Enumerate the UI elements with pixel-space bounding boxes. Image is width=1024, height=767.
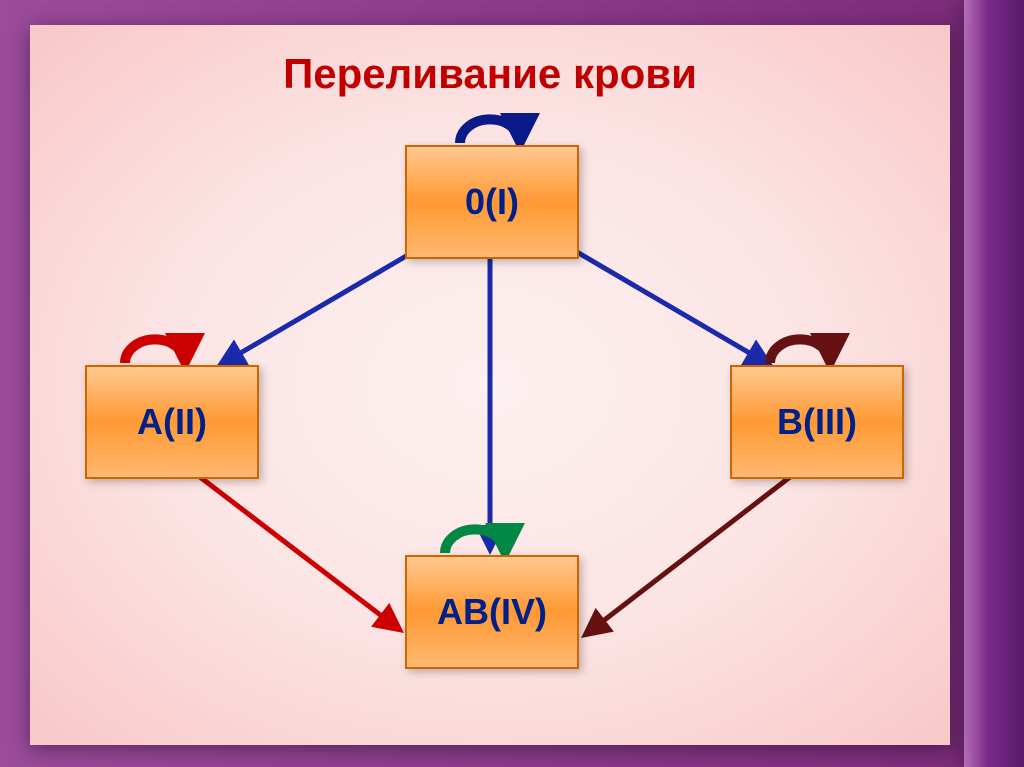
node-AB: AB(IV) <box>405 555 579 669</box>
edge-A-AB <box>200 477 400 630</box>
node-label: A(II) <box>137 401 207 443</box>
loop-O <box>460 119 520 143</box>
node-O: 0(I) <box>405 145 579 259</box>
edge-O-A <box>220 245 425 365</box>
node-label: AB(IV) <box>437 591 547 633</box>
diagram-title: Переливание крови <box>30 50 950 98</box>
node-A: A(II) <box>85 365 259 479</box>
node-label: 0(I) <box>465 181 519 223</box>
loop-AB <box>445 529 505 553</box>
edge-O-B <box>565 245 770 365</box>
edge-B-AB <box>585 477 790 635</box>
loop-B <box>770 339 830 363</box>
node-label: B(III) <box>777 401 857 443</box>
right-accent-bar <box>964 0 1024 767</box>
content-area: Переливание крови <box>30 25 950 745</box>
slide: Переливание крови <box>0 0 1024 767</box>
node-B: B(III) <box>730 365 904 479</box>
loop-A <box>125 339 185 363</box>
